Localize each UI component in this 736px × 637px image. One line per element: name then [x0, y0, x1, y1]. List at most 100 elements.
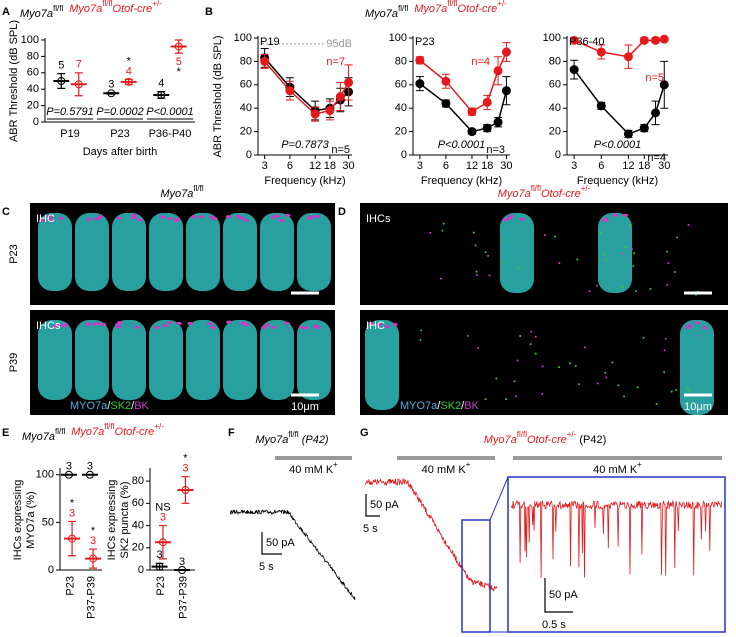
n-label: n=3 [486, 144, 505, 156]
text-part: / [131, 400, 135, 412]
micrograph [360, 310, 728, 415]
puncta [558, 262, 561, 265]
data-point [482, 123, 492, 133]
comparison: NS [155, 501, 170, 513]
x-tick-label: 18 [638, 160, 650, 172]
puncta [633, 252, 636, 255]
puncta [558, 366, 561, 369]
x-tick-label: P36-P40 [149, 128, 192, 140]
cell [75, 320, 109, 400]
y-tick-label: 0 [555, 149, 561, 161]
y-axis-label: IHCs expressing [12, 480, 24, 561]
text-part: / [461, 400, 465, 412]
text-part: Otof-cre [113, 3, 153, 15]
puncta [190, 215, 197, 219]
puncta [130, 216, 137, 220]
y-tick-label: 0 [48, 564, 54, 576]
y-tick-label: 100 [36, 469, 54, 481]
puncta [475, 274, 478, 277]
puncta [57, 216, 64, 220]
n-label: 3 [179, 556, 185, 568]
data-point [639, 123, 649, 133]
data-point [415, 55, 425, 65]
puncta [210, 325, 217, 329]
puncta [519, 217, 526, 221]
n-label: n=4 [647, 152, 666, 164]
panel-label: D [338, 206, 346, 218]
y-tick-label: 80 [132, 475, 144, 487]
x-axis-label: Frequency (kHz) [264, 175, 345, 187]
scale-bar [365, 494, 380, 517]
label: Myo7afl/flOtof-cre+/- (P42) [484, 430, 607, 446]
text-part: fl/fl [193, 184, 203, 193]
data-point [158, 538, 167, 547]
puncta [278, 219, 285, 223]
cell [223, 320, 257, 400]
puncta [166, 216, 173, 220]
puncta [442, 222, 445, 225]
comparison: * [183, 453, 188, 465]
puncta [420, 329, 423, 332]
text-part: + [466, 460, 471, 469]
puncta [302, 326, 309, 330]
n-label: 3 [157, 549, 163, 561]
puncta [553, 235, 556, 238]
comparison: * [127, 55, 132, 67]
puncta [39, 219, 46, 223]
x-tick-label: 12 [309, 160, 321, 172]
text-part: (P42) [299, 434, 329, 446]
puncta [686, 324, 693, 328]
puncta [242, 218, 249, 222]
scale-label: 50 pA [549, 589, 578, 601]
puncta [367, 321, 374, 325]
legend: Myo7afl/fl Myo7afl/flOtof-cre+/- [20, 0, 162, 20]
text-part: Myo7a [365, 8, 398, 20]
p-value: P<0.0001 [438, 139, 485, 151]
puncta [617, 384, 620, 387]
row-label: P23 [8, 244, 20, 264]
data-point [260, 56, 270, 66]
scale-bar [261, 532, 282, 555]
puncta [530, 330, 533, 333]
puncta [270, 325, 277, 329]
puncta [541, 393, 544, 396]
y-tick-label: 100 [389, 32, 407, 44]
panel-label: C [2, 206, 10, 218]
cell [260, 320, 294, 400]
y-tick-label: 60 [395, 79, 407, 91]
data-point [415, 79, 425, 89]
x-tick-label: 6 [443, 160, 449, 172]
y-tick-label: 60 [240, 79, 252, 91]
zoom-connector [489, 476, 509, 633]
puncta [611, 213, 618, 217]
puncta [599, 231, 602, 234]
data-point [639, 35, 649, 45]
puncta [85, 217, 92, 221]
puncta [602, 217, 609, 221]
puncta [484, 251, 487, 254]
text-part: Myo7a [22, 431, 55, 443]
puncta [673, 271, 676, 274]
puncta [505, 398, 508, 401]
text-part: Otof-cre [527, 434, 567, 446]
scale-label: 50 pA [266, 537, 295, 549]
data-point [335, 92, 345, 101]
n-label: 3 [87, 461, 93, 473]
puncta [313, 214, 320, 218]
text-part: +/- [567, 430, 577, 439]
puncta [484, 398, 487, 401]
puncta [306, 216, 313, 220]
puncta [663, 349, 666, 352]
data-point [325, 106, 335, 116]
puncta [514, 395, 517, 398]
text-part: BK [134, 400, 149, 412]
subtitle: P19 [260, 36, 280, 48]
y-tick-label: 0 [33, 116, 39, 128]
puncta [472, 231, 475, 234]
puncta [488, 274, 491, 277]
puncta [517, 266, 520, 269]
puncta [225, 215, 232, 219]
stain-legend: MYO7a/SK2/BK [400, 400, 480, 412]
puncta [419, 338, 422, 341]
